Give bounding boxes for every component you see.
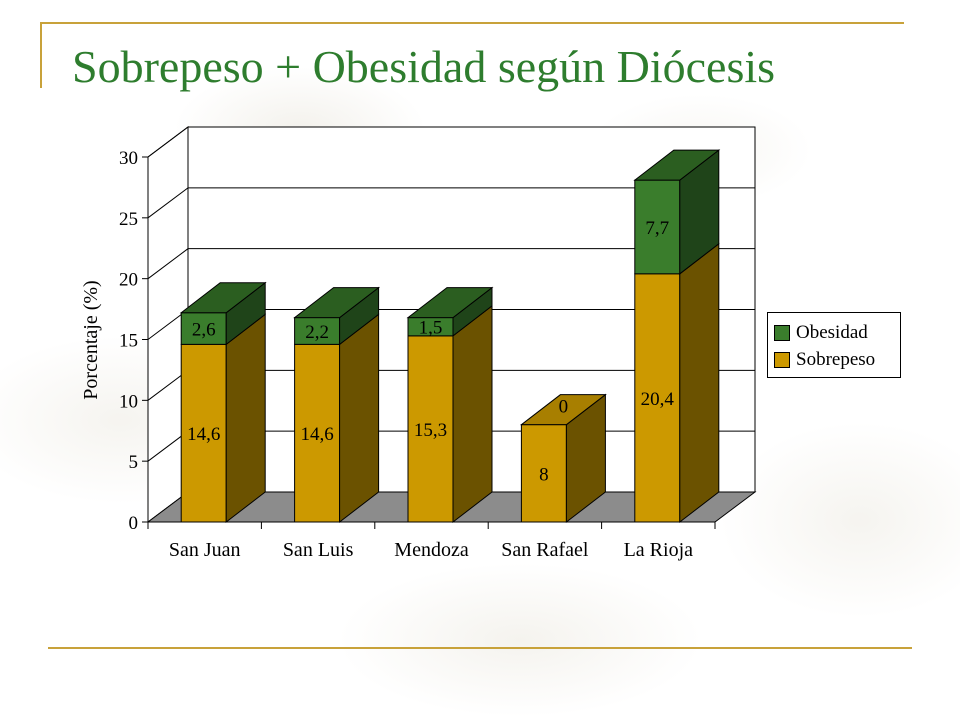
gridline	[147, 187, 755, 219]
y-tick-label: 25	[119, 209, 138, 230]
bar-sobrepeso-side	[339, 313, 380, 524]
chart-legend: Obesidad Sobrepeso	[767, 312, 901, 378]
bottom-accent-line	[48, 647, 912, 649]
legend-swatch-obesidad	[774, 324, 790, 341]
data-label-sobrepeso: 14,6	[187, 424, 220, 445]
gridline	[147, 248, 755, 280]
legend-item-obesidad: Obesidad	[774, 319, 894, 346]
y-tick-label: 5	[129, 452, 139, 473]
x-tick-label: San Juan	[169, 539, 241, 561]
bar-sobrepeso-side	[679, 242, 720, 524]
bar-sobrepeso-front	[520, 424, 567, 523]
data-label-obesidad: 2,6	[192, 320, 216, 341]
y-tick-label: 15	[119, 331, 138, 352]
legend-label-obesidad: Obesidad	[796, 321, 868, 343]
bar-obesidad-front	[634, 179, 681, 275]
bar-sobrepeso-top	[519, 394, 607, 426]
x-tick-label: San Luis	[283, 539, 354, 561]
bar-sobrepeso-front	[407, 335, 454, 523]
legend-swatch-sobrepeso	[774, 351, 790, 368]
legend-item-sobrepeso: Sobrepeso	[774, 346, 894, 373]
bar-obesidad-top	[293, 287, 381, 319]
data-label-obesidad: 2,2	[305, 322, 329, 343]
data-label-sobrepeso: 14,6	[300, 424, 333, 445]
data-label-obesidad: 7,7	[645, 218, 669, 239]
data-label-sobrepeso: 8	[539, 464, 549, 485]
x-tick-label: La Rioja	[624, 539, 694, 561]
data-label-sobrepeso: 20,4	[641, 389, 675, 410]
y-tick-label: 10	[119, 391, 138, 412]
y-tick-label: 20	[119, 270, 138, 291]
data-label-sobrepeso: 15,3	[414, 420, 447, 441]
bar-sobrepeso-side	[452, 304, 493, 524]
bar-sobrepeso-front	[634, 273, 681, 523]
x-tick-label: Mendoza	[394, 539, 469, 561]
bar-sobrepeso-front	[294, 343, 341, 523]
bar-obesidad-top	[406, 287, 494, 319]
y-tick-label: 30	[119, 148, 138, 169]
left-accent-line	[40, 22, 42, 88]
data-label-obesidad: 1,5	[419, 318, 443, 339]
x-tick-label: San Rafael	[501, 539, 589, 561]
y-tick-label: 0	[129, 513, 139, 534]
legend-label-sobrepeso: Sobrepeso	[796, 348, 876, 370]
bar-obesidad-top	[179, 282, 267, 314]
y-axis-title: Porcentaje (%)	[80, 280, 102, 399]
data-label-obesidad: 0	[559, 397, 569, 418]
bar-sobrepeso-side	[225, 313, 266, 524]
gridline	[147, 126, 755, 158]
slide-title: Sobrepeso + Obesidad según Diócesis	[72, 41, 776, 92]
bar-obesidad-top	[633, 149, 721, 181]
top-accent-line	[40, 22, 904, 24]
